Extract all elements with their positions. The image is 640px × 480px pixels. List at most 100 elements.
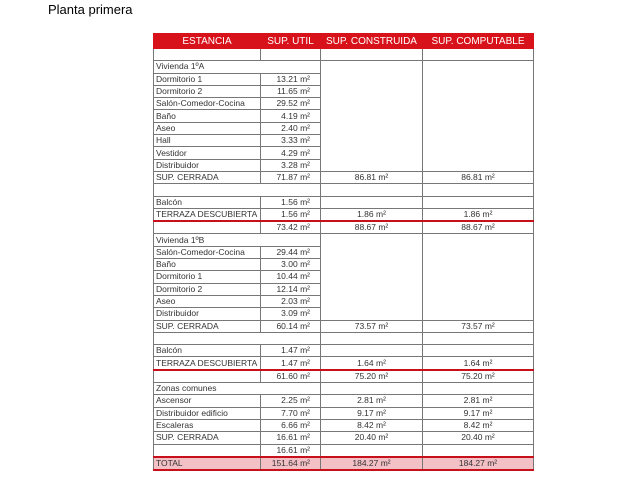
cell-sup-util: 1.56 m² <box>260 195 321 209</box>
table-row: Balcón 1.56 m² <box>153 195 534 209</box>
cell-estancia: Distribuidor <box>153 307 261 321</box>
cell-sup-computable <box>422 159 534 172</box>
cell-sup-computable: 88.67 m² <box>422 220 534 235</box>
cell-estancia: Zonas comunes <box>153 382 321 396</box>
cell-sup-computable <box>422 283 534 296</box>
cell-sup-construida: 8.42 m² <box>320 418 423 433</box>
cell-sup-computable <box>422 443 534 458</box>
cell-sup-computable <box>422 60 534 74</box>
table-row: Baño 4.19 m² <box>153 109 534 123</box>
cell-sup-util: 1.47 m² <box>260 356 321 371</box>
cell-sup-construida <box>320 331 423 346</box>
cell-sup-computable <box>422 73 534 86</box>
cell-estancia: SUP. CERRADA <box>153 431 261 445</box>
cell-estancia: Dormitorio 2 <box>153 282 261 296</box>
cell-sup-construida <box>320 270 423 284</box>
cell-sup-computable <box>422 47 534 62</box>
cell-estancia: TOTAL <box>153 455 261 472</box>
cell-sup-util: 2.40 m² <box>260 121 321 136</box>
cell-sup-computable <box>422 85 534 98</box>
header-estancia: ESTANCIA <box>153 33 261 49</box>
table-row: Hall 3.33 m² <box>153 134 534 148</box>
cell-sup-computable <box>422 233 534 247</box>
page-title: Planta primera <box>48 2 133 17</box>
cell-sup-construida <box>320 258 423 271</box>
table-row: Salón-Comedor-Cocina 29.52 m² <box>153 97 534 111</box>
cell-estancia: Vivienda 1ºA <box>153 60 321 74</box>
cell-sup-util: 1.47 m² <box>260 344 321 358</box>
table-row: Vivienda 1ºA <box>153 60 534 74</box>
table-row: 16.61 m² <box>153 443 534 458</box>
cell-sup-util: 6.66 m² <box>260 418 321 433</box>
cell-sup-util <box>260 47 321 62</box>
cell-sup-util: 29.44 m² <box>260 245 321 260</box>
table-row: Vivienda 1ºB <box>153 233 534 247</box>
cell-sup-construida <box>320 233 423 247</box>
cell-estancia <box>153 47 261 62</box>
cell-sup-construida <box>320 159 423 172</box>
header-sup-computable: SUP. COMPUTABLE <box>422 33 534 49</box>
table-row <box>153 331 534 346</box>
cell-sup-construida: 86.81 m² <box>320 170 423 185</box>
cell-estancia: Baño <box>153 258 261 272</box>
cell-sup-construida: 2.81 m² <box>320 394 423 408</box>
cell-sup-computable <box>422 146 534 160</box>
cell-estancia: TERRAZA DESCUBIERTA <box>153 207 261 223</box>
cell-sup-util: 3.09 m² <box>260 307 321 321</box>
cell-sup-construida <box>320 47 423 62</box>
cell-sup-util: 12.14 m² <box>260 282 321 296</box>
cell-sup-computable: 8.42 m² <box>422 418 534 433</box>
cell-estancia <box>153 183 261 197</box>
cell-estancia: SUP. CERRADA <box>153 170 261 185</box>
cell-sup-construida: 1.86 m² <box>320 207 423 223</box>
cell-sup-computable <box>422 196 534 209</box>
cell-estancia: Ascensor <box>153 394 261 408</box>
cell-sup-construida <box>320 73 423 86</box>
cell-sup-construida <box>320 295 423 308</box>
table-row: Escaleras 6.66 m² 8.42 m² 8.42 m² <box>153 418 534 433</box>
table-row: Dormitorio 2 11.65 m² <box>153 84 534 99</box>
header-sup-construida: SUP. CONSTRUIDA <box>320 33 423 49</box>
cell-sup-construida <box>320 344 423 357</box>
cell-sup-construida: 75.20 m² <box>320 368 423 384</box>
cell-sup-util: 16.61 m² <box>260 443 321 458</box>
cell-sup-computable: 75.20 m² <box>422 368 534 384</box>
cell-estancia: Salón-Comedor-Cocina <box>153 245 261 260</box>
cell-sup-computable <box>422 97 534 110</box>
table-row: 61.60 m² 75.20 m² 75.20 m² <box>153 368 534 384</box>
table-row: Dormitorio 1 10.44 m² <box>153 270 534 284</box>
cell-sup-util: 60.14 m² <box>260 319 321 333</box>
cell-sup-construida <box>320 246 423 259</box>
cell-sup-computable <box>422 295 534 308</box>
table-row: Ascensor 2.25 m² 2.81 m² 2.81 m² <box>153 394 534 408</box>
cell-sup-util: 61.60 m² <box>260 368 321 384</box>
cell-estancia: Baño <box>153 109 261 123</box>
cell-sup-construida <box>320 183 423 197</box>
cell-sup-util: 151.64 m² <box>260 455 321 472</box>
table-row: Vestidor 4.29 m² <box>153 146 534 160</box>
header-sup-util: SUP. UTIL <box>260 33 321 49</box>
table-row <box>153 47 534 62</box>
table-row: TERRAZA DESCUBIERTA 1.56 m² 1.86 m² 1.86 m² <box>153 207 534 223</box>
cell-sup-construida: 20.40 m² <box>320 431 423 445</box>
cell-sup-computable: 1.64 m² <box>422 356 534 371</box>
cell-estancia: Balcón <box>153 344 261 358</box>
table-row: Distribuidor 3.28 m² <box>153 158 534 172</box>
table-row: Baño 3.00 m² <box>153 258 534 272</box>
table-row: Dormitorio 2 12.14 m² <box>153 282 534 296</box>
cell-sup-util: 4.29 m² <box>260 146 321 160</box>
cell-sup-util: 1.56 m² <box>260 207 321 223</box>
cell-sup-computable: 1.86 m² <box>422 207 534 223</box>
cell-sup-construida <box>320 97 423 110</box>
cell-sup-construida <box>320 134 423 147</box>
cell-sup-construida: 1.64 m² <box>320 356 423 371</box>
cell-sup-util: 4.19 m² <box>260 109 321 123</box>
cell-sup-computable <box>422 258 534 271</box>
cell-sup-util <box>260 183 321 197</box>
cell-sup-computable <box>422 246 534 259</box>
cell-estancia: Aseo <box>153 121 261 136</box>
table-row: Distribuidor 3.09 m² <box>153 307 534 321</box>
cell-sup-computable: 73.57 m² <box>422 319 534 333</box>
cell-sup-util: 10.44 m² <box>260 270 321 284</box>
cell-estancia: Escaleras <box>153 418 261 433</box>
